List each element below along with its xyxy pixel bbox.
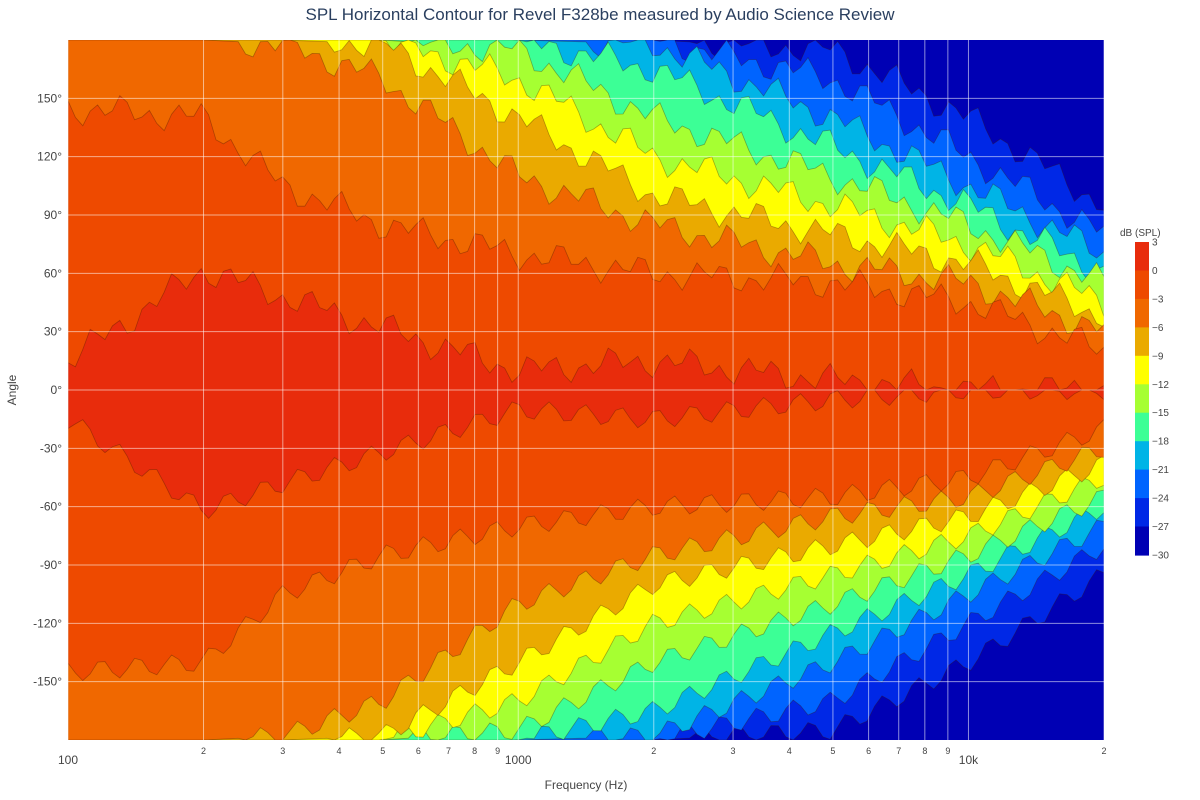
colorbar-segment [1135, 526, 1149, 556]
colorbar-label: −12 [1152, 380, 1169, 391]
y-axis-ticks: 150° 120° 90° 60° 30° 0° -30° -60° -90° -120° -150… [33, 91, 62, 688]
grid-lines [67, 40, 1105, 740]
colorbar-label: −21 [1152, 465, 1169, 476]
x-axis-ticks: 100 1000 10k 2 3 4 5 6 7 8 9 2 3 4 5 6 7 8 9 2 [58, 746, 1107, 767]
x-tick-minor-label: 3 [731, 746, 736, 756]
colorbar-label: −24 [1152, 494, 1169, 505]
x-tick-minor-label: 5 [830, 746, 835, 756]
x-tick-minor-label: 7 [896, 746, 901, 756]
colorbar-segment [1135, 384, 1149, 414]
x-tick-minor-label: 5 [380, 746, 385, 756]
x-tick-label: 1000 [505, 753, 532, 767]
x-tick-minor-label: 8 [922, 746, 927, 756]
colorbar-label: −27 [1152, 522, 1169, 533]
colorbar-label: −9 [1152, 351, 1164, 362]
y-tick-label: 0° [51, 383, 63, 397]
y-tick-label: 60° [44, 266, 62, 280]
y-tick-label: -150° [33, 675, 62, 689]
colorbar-label: 3 [1152, 238, 1158, 249]
colorbar-title: dB (SPL) [1120, 228, 1161, 239]
y-tick-label: -30° [40, 441, 62, 455]
colorbar-segment [1135, 441, 1149, 471]
colorbar-label: −30 [1152, 551, 1169, 562]
colorbar-segment [1135, 412, 1149, 442]
colorbar-segment [1135, 298, 1149, 328]
colorbar-segment [1135, 327, 1149, 357]
colorbar-label: −6 [1152, 323, 1164, 334]
colorbar-label: −15 [1152, 408, 1169, 419]
y-tick-label: -120° [33, 616, 62, 630]
colorbar-label: −18 [1152, 437, 1169, 448]
contour-band-level-0 [68, 267, 1104, 519]
x-axis-title: Frequency (Hz) [545, 778, 628, 792]
y-axis-title: Angle [5, 374, 19, 405]
colorbar-label: −3 [1152, 294, 1164, 305]
x-tick-minor-label: 2 [1101, 746, 1106, 756]
y-tick-label: -90° [40, 558, 62, 572]
x-tick-minor-label: 6 [416, 746, 421, 756]
y-tick-label: 90° [44, 208, 62, 222]
x-tick-minor-label: 4 [337, 746, 342, 756]
colorbar-segment [1135, 270, 1149, 300]
colorbar-label: 0 [1152, 266, 1158, 277]
y-tick-label: 30° [44, 325, 62, 339]
x-tick-label: 100 [58, 753, 78, 767]
colorbar: dB (SPL) 3 0 −3 −6 −9 −12 −15 −18 −21 −24 −27 −30 [1120, 228, 1169, 562]
x-tick-minor-label: 4 [787, 746, 792, 756]
x-tick-minor-label: 9 [495, 746, 500, 756]
y-tick-label: 150° [37, 91, 62, 105]
y-tick-label: -60° [40, 500, 62, 514]
x-tick-minor-label: 3 [280, 746, 285, 756]
chart-title: SPL Horizontal Contour for Revel F328be … [305, 5, 895, 24]
colorbar-segment [1135, 498, 1149, 528]
x-tick-label: 10k [959, 753, 979, 767]
x-tick-minor-label: 8 [472, 746, 477, 756]
colorbar-segment [1135, 242, 1149, 272]
x-tick-minor-label: 7 [446, 746, 451, 756]
x-tick-minor-label: 2 [651, 746, 656, 756]
y-tick-label: 120° [37, 150, 62, 164]
colorbar-segment [1135, 469, 1149, 499]
x-tick-minor-label: 9 [945, 746, 950, 756]
colorbar-segment [1135, 355, 1149, 385]
x-tick-minor-label: 6 [866, 746, 871, 756]
x-tick-minor-label: 2 [201, 746, 206, 756]
